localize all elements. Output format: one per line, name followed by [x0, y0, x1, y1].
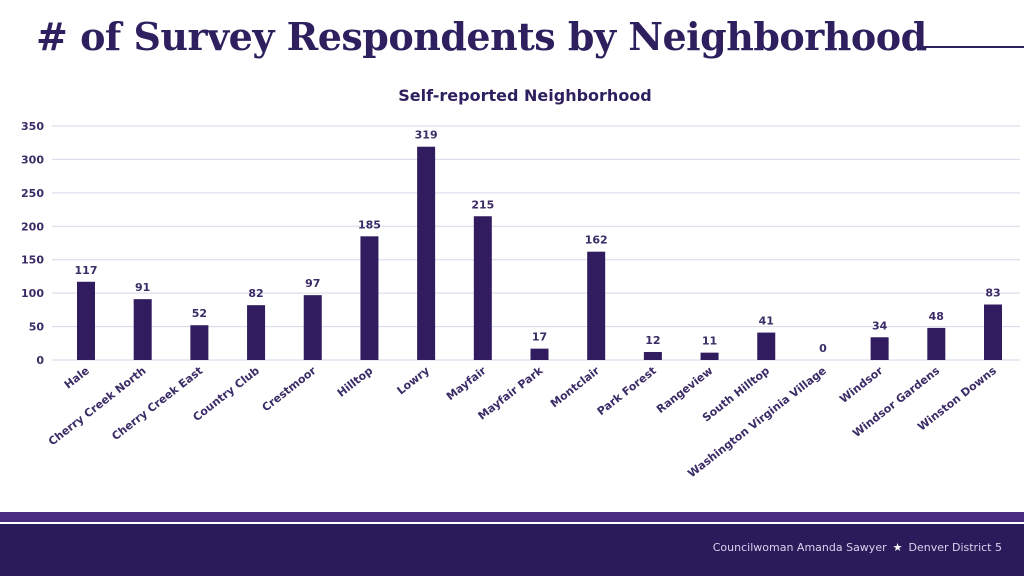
- x-tick-label: Windsor: [837, 364, 886, 406]
- y-tick-label: 350: [21, 120, 44, 133]
- bar: [927, 327, 946, 360]
- y-tick-label: 250: [21, 187, 44, 200]
- star-icon: ★: [892, 541, 903, 554]
- y-tick-label: 50: [29, 321, 45, 334]
- data-label: 91: [135, 281, 150, 294]
- bar: [700, 352, 719, 360]
- data-label: 11: [702, 335, 717, 348]
- bar: [984, 304, 1002, 360]
- x-tick-label: Mayfair: [444, 364, 489, 403]
- bar: [77, 281, 95, 360]
- y-axis-ticks: 0 50 100 150 200 250 300 350: [21, 120, 44, 367]
- bars: [77, 146, 1002, 360]
- data-label: 215: [471, 198, 494, 211]
- gridlines: [52, 125, 1020, 361]
- x-tick-label: Montclair: [548, 364, 603, 411]
- footer-name: Councilwoman Amanda Sawyer: [712, 541, 887, 554]
- bar: [530, 348, 549, 360]
- data-label: 162: [585, 234, 608, 247]
- page-title: # of Survey Respondents by Neighborhood: [36, 14, 927, 59]
- data-label: 185: [358, 218, 381, 231]
- y-tick-label: 150: [21, 254, 44, 267]
- data-label: 0: [819, 342, 827, 355]
- x-tick-label: Cherry Creek East: [109, 364, 205, 443]
- footer-credit: Councilwoman Amanda Sawyer ★ Denver Distri…: [713, 541, 1002, 554]
- data-labels: 117 91 52 82 97 185 319 215 17 162 12 11 41 0 34 48 83: [75, 129, 1001, 355]
- data-label: 82: [248, 287, 263, 300]
- footer-divider: [0, 522, 1024, 524]
- footer-district: Denver District 5: [908, 541, 1002, 554]
- footer: Councilwoman Amanda Sawyer ★ Denver Distri…: [0, 524, 1024, 576]
- bar: [360, 236, 379, 360]
- x-tick-label: Cherry Creek North: [46, 364, 149, 448]
- data-label: 52: [192, 307, 207, 320]
- chart-title: Self-reported Neighborhood: [398, 86, 652, 105]
- data-label: 48: [929, 310, 944, 323]
- bar: [303, 295, 322, 360]
- x-tick-label: Hale: [62, 364, 92, 391]
- bar: [643, 351, 662, 360]
- data-label: 97: [305, 277, 320, 290]
- bar: [417, 146, 436, 360]
- data-label: 34: [872, 319, 888, 332]
- bar: [190, 325, 209, 360]
- data-label: 17: [532, 331, 547, 344]
- data-label: 12: [645, 334, 660, 347]
- bar-chart: Self-reported Neighborhood 0 50 100 150 200 2…: [21, 86, 1020, 480]
- data-label: 41: [759, 315, 774, 328]
- data-label: 117: [75, 264, 98, 277]
- footer-stripe: [0, 512, 1024, 522]
- bar: [870, 337, 889, 360]
- x-tick-label: Park Forest: [595, 364, 659, 418]
- data-label: 83: [985, 287, 1000, 300]
- y-tick-label: 100: [21, 287, 44, 300]
- data-label: 319: [415, 129, 438, 142]
- bar: [133, 299, 152, 360]
- y-tick-label: 200: [21, 220, 44, 233]
- bar: [587, 251, 606, 360]
- y-tick-label: 300: [21, 153, 44, 166]
- x-tick-label: Crestmoor: [260, 364, 319, 414]
- x-tick-label: Hilltop: [335, 364, 376, 400]
- y-tick-label: 0: [36, 354, 44, 367]
- bar: [247, 305, 266, 360]
- bar: [757, 332, 776, 360]
- x-tick-label: Lowry: [395, 364, 432, 397]
- title-rule: [918, 46, 1024, 48]
- bar: [473, 216, 492, 360]
